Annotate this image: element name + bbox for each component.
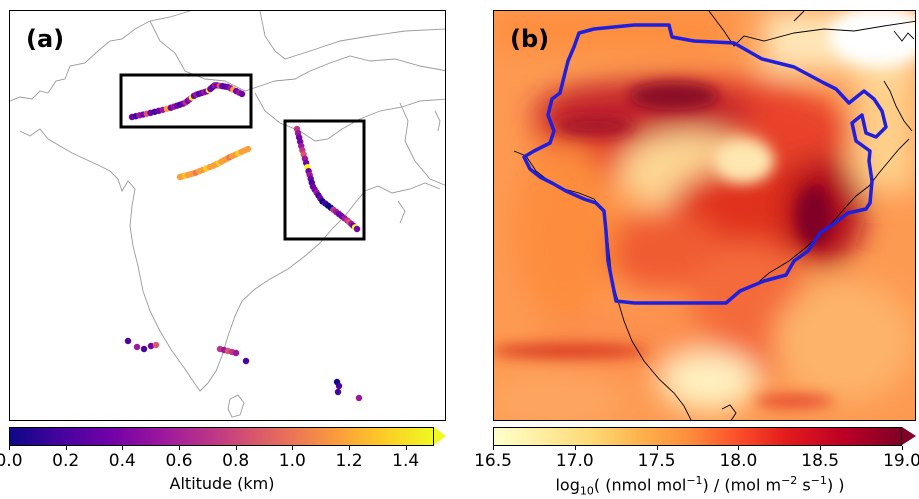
emission-field-detail <box>494 11 915 407</box>
colorbar-altitude <box>9 427 434 446</box>
colorbar-tick <box>902 446 903 450</box>
colorbar-emission-label: log10( (nmol mol−1) / (mol m−2 s−1) ) <box>555 474 845 498</box>
track-point <box>244 145 252 153</box>
colorbar-tick <box>406 446 407 450</box>
map-panel-a: (a) <box>9 10 446 421</box>
flight-region-box-north <box>119 73 253 129</box>
track-point <box>147 342 155 350</box>
track-point <box>355 394 363 402</box>
map-panel-b: (b) <box>493 10 916 421</box>
colorbar-tick <box>575 446 576 450</box>
track-point <box>334 388 342 396</box>
track-point <box>242 357 250 365</box>
colorbar-tick-label: 0.6 <box>165 451 193 471</box>
map-a-canvas <box>10 11 445 418</box>
colorbar-tick-label: 17.0 <box>555 451 594 471</box>
colorbar-tick <box>66 446 67 450</box>
colorbar-tick <box>236 446 237 450</box>
colorbar-tick-label: 18.5 <box>801 451 840 471</box>
track-point <box>124 337 132 345</box>
panel-b-label: (b) <box>510 25 550 53</box>
colorbar-tick <box>179 446 180 450</box>
track-point <box>335 382 343 390</box>
flight-track-points <box>124 82 363 402</box>
colorbar-tick-label: 19.0 <box>883 451 919 471</box>
colorbar-tick-label: 0.8 <box>222 451 250 471</box>
colorbar-tick <box>292 446 293 450</box>
colorbar-tick-label: 18.0 <box>719 451 758 471</box>
colorbar-tick-label: 1.4 <box>392 451 420 471</box>
colorbar-emission <box>493 427 902 446</box>
colorbar-tick-label: 17.5 <box>637 451 676 471</box>
colorbar-tick <box>9 446 10 450</box>
colorbar-emission-label-rest: ( (nmol mol <box>593 475 687 495</box>
colorbar-emission-label-sub: 10 <box>579 484 594 498</box>
track-point <box>238 90 246 98</box>
colorbar-tick-label: 1.0 <box>278 451 306 471</box>
colorbar-altitude-extend-arrow <box>434 427 446 445</box>
colorbar-tick <box>349 446 350 450</box>
colorbar-tick <box>820 446 821 450</box>
track-point <box>353 225 361 233</box>
track-point <box>152 341 160 349</box>
colorbar-altitude-label: Altitude (km) <box>169 474 275 493</box>
colorbar-tick <box>122 446 123 450</box>
colorbar-tick-label: 0.0 <box>0 451 23 471</box>
map-b-canvas <box>494 11 915 420</box>
track-point <box>133 343 141 351</box>
track-point <box>232 349 240 357</box>
colorbar-emission-label-prefix: log <box>555 475 580 495</box>
flight-region-box-east <box>283 119 366 241</box>
panel-a-label: (a) <box>26 25 65 53</box>
coastline-a <box>10 11 445 418</box>
track-point <box>140 345 148 353</box>
colorbar-emission-extend-arrow <box>902 427 916 445</box>
region-outline <box>522 23 888 305</box>
colorbar-tick <box>493 446 494 450</box>
colorbar-tick-label: 0.4 <box>108 451 136 471</box>
colorbar-tick-label: 16.5 <box>474 451 512 471</box>
colorbar-tick <box>657 446 658 450</box>
colorbar-tick-label: 1.2 <box>335 451 363 471</box>
colorbar-tick-label: 0.2 <box>52 451 80 471</box>
colorbar-tick <box>738 446 739 450</box>
